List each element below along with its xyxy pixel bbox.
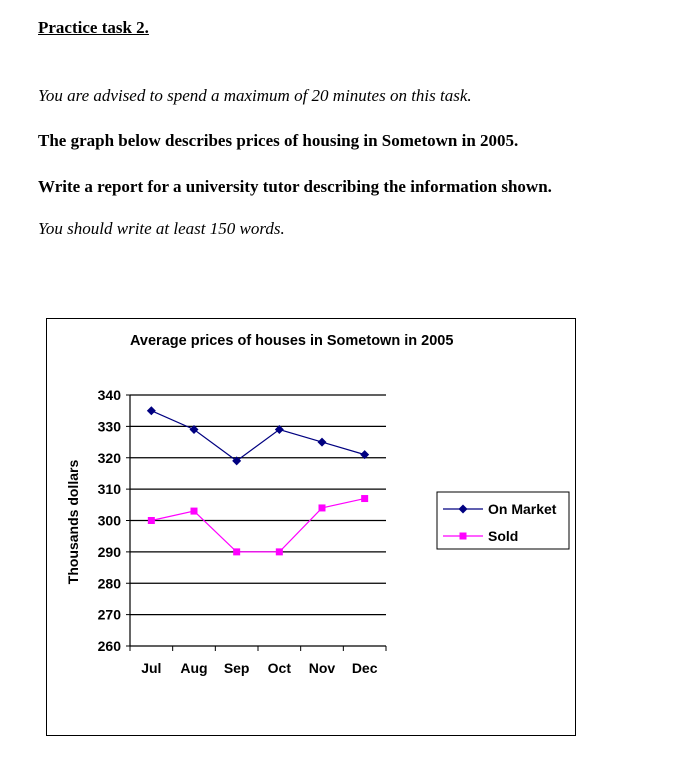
data-point-square [190,507,198,515]
series-line [151,410,365,462]
gridlines [130,394,386,616]
data-point-diamond [274,425,284,435]
y-tick-label: 310 [98,481,122,497]
y-tick-label: 290 [98,544,122,560]
chart-frame: Average prices of houses in Sometown in … [46,318,576,736]
legend-label: On Market [488,501,557,517]
task-instruction: Write a report for a university tutor de… [38,177,552,196]
data-point-diamond [458,504,468,514]
y-tick-label: 340 [98,387,122,403]
data-point-square [361,495,369,503]
y-axis-label: Thousands dollars [65,460,81,585]
line-chart: Average prices of houses in Sometown in … [65,333,570,676]
x-tick-label: Oct [268,660,292,676]
legend-label: Sold [488,528,518,544]
data-point-square [147,517,155,524]
series-sold [147,495,369,556]
data-point-diamond [317,437,327,447]
y-tick-label: 330 [98,418,122,434]
y-tick-label: 280 [98,575,122,591]
x-tick-label: Sep [224,660,250,676]
data-point-square [318,504,326,512]
series-lines [146,406,370,556]
word-count-note: You should write at least 150 words. [38,219,285,238]
data-point-diamond [232,456,242,466]
legend: On Market Sold [436,491,570,550]
data-point-diamond [360,450,370,460]
chart-title: Average prices of houses in Sometown in … [130,333,453,349]
x-tick-label: Aug [180,660,207,676]
data-point-diamond [146,406,156,416]
x-tick-label: Dec [352,660,378,676]
y-tick-label: 260 [98,638,122,654]
axes: 260 270 280 290 300 310 320 330 340 Jul Aug Sep Oct N… [98,387,387,676]
data-point-square [459,532,467,540]
y-tick-label: 270 [98,607,122,623]
series-line [151,497,365,553]
legend-box [436,491,570,550]
y-tick-label: 320 [98,450,122,466]
data-point-square [275,548,283,556]
x-tick-label: Jul [141,660,161,676]
task-heading: Practice task 2. [38,18,149,37]
task-description: The graph below describes prices of hous… [38,131,519,150]
y-tick-label: 300 [98,513,122,529]
series-on-market [146,406,370,466]
x-tick-label: Nov [309,660,336,676]
data-point-diamond [189,425,199,435]
data-point-square [233,548,241,556]
time-advice: You are advised to spend a maximum of 20… [38,86,472,105]
